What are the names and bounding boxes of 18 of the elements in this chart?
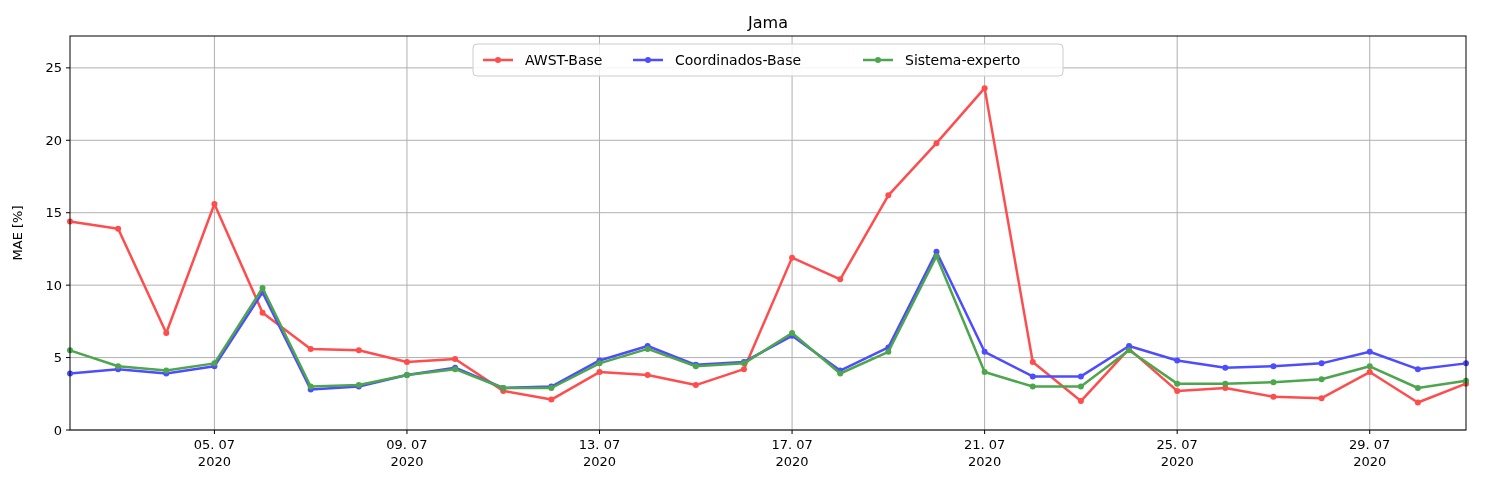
x-tick-label: 29. 07 2020: [1349, 437, 1391, 469]
y-tick-label: 15: [45, 205, 62, 221]
legend-label: Coordinados-Base: [675, 51, 802, 68]
x-tick-label: 17. 07 2020: [771, 437, 813, 469]
chart-title: Jama: [747, 13, 788, 32]
x-tick-label: 21. 07 2020: [963, 437, 1006, 469]
y-tick-label: 10: [45, 277, 62, 293]
x-tick-label: 25. 07 2020: [1156, 437, 1198, 469]
y-tick-label: 20: [45, 132, 62, 148]
x-tick-label: 05. 07 2020: [193, 437, 236, 469]
legend-label: AWST-Base: [525, 51, 603, 68]
legend-label: Sistema-experto: [905, 51, 1021, 68]
y-axis-title: MAE [%]: [10, 205, 25, 261]
y-tick-label: 5: [53, 350, 62, 366]
x-tick-label: 09. 07 2020: [386, 437, 428, 469]
y-tick-label: 25: [45, 60, 62, 76]
x-tick-label: 13. 07 2020: [578, 437, 621, 469]
y-tick-label: 0: [53, 422, 62, 438]
